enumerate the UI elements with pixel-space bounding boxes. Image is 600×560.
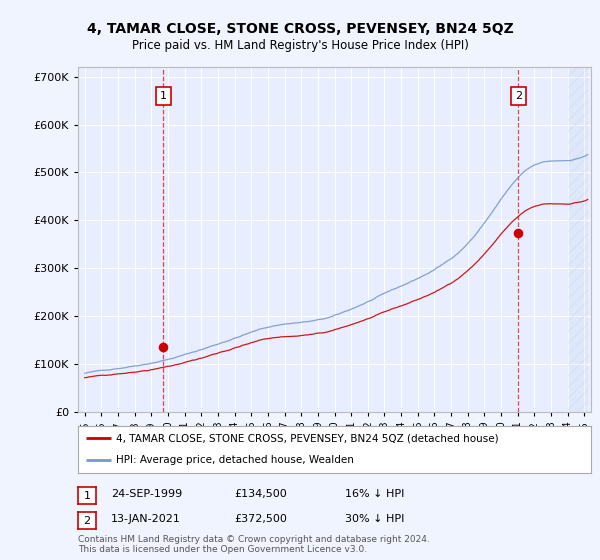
Text: 1: 1 <box>160 91 167 101</box>
Text: £134,500: £134,500 <box>234 489 287 499</box>
Text: 13-JAN-2021: 13-JAN-2021 <box>111 514 181 524</box>
Text: 4, TAMAR CLOSE, STONE CROSS, PEVENSEY, BN24 5QZ (detached house): 4, TAMAR CLOSE, STONE CROSS, PEVENSEY, B… <box>116 433 499 444</box>
Text: 30% ↓ HPI: 30% ↓ HPI <box>345 514 404 524</box>
Text: HPI: Average price, detached house, Wealden: HPI: Average price, detached house, Weal… <box>116 455 355 465</box>
Text: 16% ↓ HPI: 16% ↓ HPI <box>345 489 404 499</box>
Text: 24-SEP-1999: 24-SEP-1999 <box>111 489 182 499</box>
Text: Price paid vs. HM Land Registry's House Price Index (HPI): Price paid vs. HM Land Registry's House … <box>131 39 469 52</box>
Point <box>514 229 523 238</box>
Text: 2: 2 <box>515 91 522 101</box>
Text: £372,500: £372,500 <box>234 514 287 524</box>
Text: 2: 2 <box>83 516 91 526</box>
Text: 1: 1 <box>83 491 91 501</box>
Point <box>158 343 168 352</box>
Text: 4, TAMAR CLOSE, STONE CROSS, PEVENSEY, BN24 5QZ: 4, TAMAR CLOSE, STONE CROSS, PEVENSEY, B… <box>86 22 514 36</box>
Text: Contains HM Land Registry data © Crown copyright and database right 2024.
This d: Contains HM Land Registry data © Crown c… <box>78 535 430 554</box>
